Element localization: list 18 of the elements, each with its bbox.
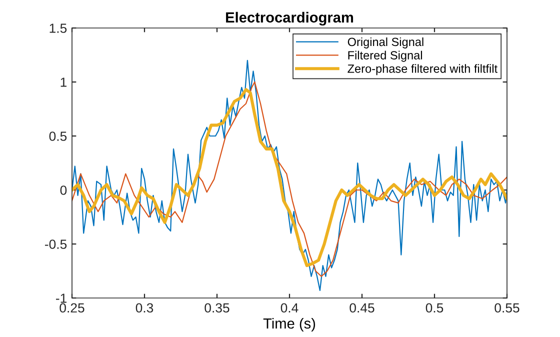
- y-tick-label: 1: [60, 78, 66, 87]
- x-tick-label: 0.5: [426, 303, 444, 313]
- y-tick-label: -1: [56, 294, 66, 303]
- y-tick-label: 0.5: [49, 132, 67, 141]
- y-tick-label: -0.5: [44, 240, 67, 249]
- x-tick-label: 0.3: [136, 303, 154, 313]
- x-tick-label: 0.4: [280, 303, 298, 313]
- x-tick-label: 0.55: [494, 303, 520, 313]
- legend-label: Filtered Signal: [348, 50, 422, 62]
- y-tick-label: 1.5: [50, 24, 67, 33]
- x-axis-title: Time (s): [263, 318, 316, 332]
- x-tick-label: 0.35: [204, 303, 230, 313]
- chart-title: Electrocardiogram: [226, 12, 354, 26]
- x-tick-label: 0.25: [60, 303, 84, 313]
- x-tick-label: 0.45: [350, 303, 374, 313]
- legend-label: Zero-phase filtered with filtfilt: [348, 64, 498, 76]
- y-tick-label: 0: [60, 186, 67, 195]
- legend-label: Original Signal: [348, 37, 424, 48]
